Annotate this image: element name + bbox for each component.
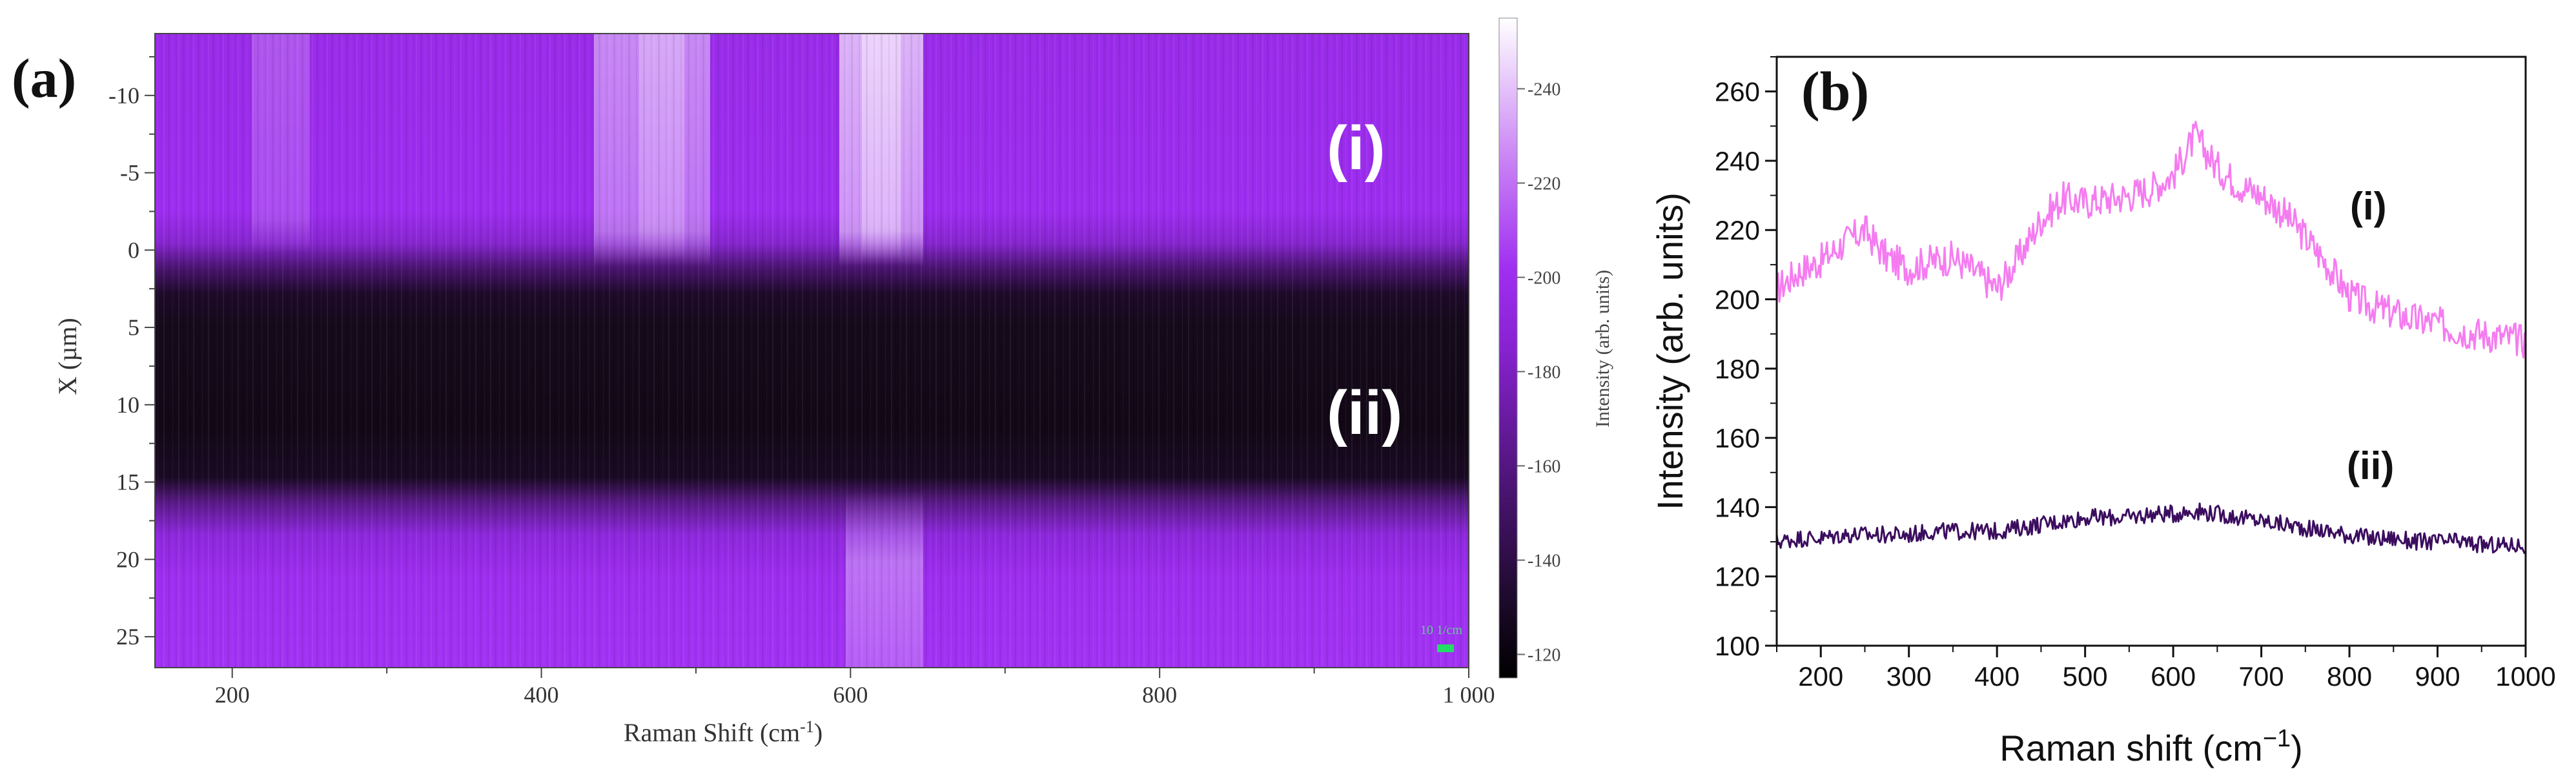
x-tick-label-b: 500 xyxy=(2063,661,2108,692)
y-tick-label-a: 15 xyxy=(116,469,139,495)
series-line-i xyxy=(1775,121,2526,359)
axes-b: 200 300 400 500 600 700 800 900 1000 100 120 140 160… xyxy=(1715,56,2556,692)
x-tick-label-b: 700 xyxy=(2239,661,2284,692)
x-tick-label-b: 400 xyxy=(1974,661,2019,692)
y-tick-label-a: 25 xyxy=(116,624,139,650)
panel-label-a: (a) xyxy=(12,47,76,109)
colorbar-tick-label: -240 xyxy=(1528,80,1560,100)
x-tick-label-b: 200 xyxy=(1798,661,1843,692)
y-tick-label-b: 180 xyxy=(1715,354,1760,384)
plot-frame-b xyxy=(1775,56,2527,647)
heatmap-noise xyxy=(155,34,1469,668)
y-tick-label-b: 200 xyxy=(1715,285,1760,315)
y-axis-a: -10 -5 0 5 10 15 20 25 xyxy=(108,56,155,650)
x-tick-label-b: 600 xyxy=(2151,661,2196,692)
region-label-ii: (ii) xyxy=(1327,378,1402,447)
y-tick-label-a: -5 xyxy=(120,160,139,186)
y-tick-label-a: 10 xyxy=(116,392,139,418)
colorbar-tick-label: -140 xyxy=(1528,551,1560,571)
x-tick-label-a: 600 xyxy=(833,682,868,708)
panel-label-b: (b) xyxy=(1801,60,1869,122)
heatmap-image xyxy=(155,34,1469,668)
x-tick-label-b: 1000 xyxy=(2495,661,2555,692)
colorbar-tick-label: -180 xyxy=(1528,363,1560,383)
scale-bar-label: 10 1/cm xyxy=(1420,623,1462,637)
x-axis-a: 200 400 600 800 1 000 xyxy=(215,668,1495,708)
x-tick-label-a: 400 xyxy=(524,682,559,708)
panel-a-heatmap: 200 400 600 800 1 000 -10 -5 0 5 10 15 20 25 Raman … xyxy=(12,17,1613,747)
x-tick-label-a: 800 xyxy=(1142,682,1177,708)
series-label-ii: (ii) xyxy=(2347,444,2394,488)
y-tick-label-b: 100 xyxy=(1715,631,1760,661)
x-tick-label-a: 200 xyxy=(215,682,250,708)
x-axis-label-a: Raman Shift (cm-1) xyxy=(624,717,823,747)
y-tick-label-b: 140 xyxy=(1715,492,1760,522)
y-tick-label-a: 20 xyxy=(116,546,139,572)
series-label-i: (i) xyxy=(2350,185,2387,228)
scale-bar xyxy=(1437,644,1454,652)
y-tick-label-a: -10 xyxy=(108,83,139,108)
y-tick-label-b: 120 xyxy=(1715,562,1760,592)
colorbar-label: Intensity (arb. units) xyxy=(1592,270,1613,427)
y-axis-label-a: X (µm) xyxy=(53,318,82,395)
x-tick-label-b: 800 xyxy=(2327,661,2372,692)
plot-area-b xyxy=(1775,121,2526,555)
y-tick-label-b: 240 xyxy=(1715,146,1760,176)
heatmap-frame xyxy=(154,33,1469,668)
panel-b-line-chart: 200 300 400 500 600 700 800 900 1000 100 120 140 160… xyxy=(1650,56,2556,768)
y-axis-label-b: Intensity (arb. units) xyxy=(1650,192,1690,510)
colorbar-ticks: -240 -220 -200 -180 -160 -140 -120 xyxy=(1517,80,1560,666)
y-tick-label-a: 0 xyxy=(128,237,139,263)
x-tick-label-b: 900 xyxy=(2415,661,2460,692)
series-line-ii xyxy=(1775,502,2526,555)
colorbar-tick-label: -220 xyxy=(1528,174,1560,194)
colorbar xyxy=(1498,17,1518,679)
y-tick-label-b: 260 xyxy=(1715,77,1760,107)
y-tick-label-b: 160 xyxy=(1715,423,1760,453)
colorbar-tick-label: -200 xyxy=(1528,269,1560,289)
colorbar-tick-label: -160 xyxy=(1528,457,1560,477)
colorbar-tick-label: -120 xyxy=(1528,646,1560,666)
x-tick-label-a: 1 000 xyxy=(1443,682,1495,708)
y-tick-label-a: 5 xyxy=(128,314,139,340)
x-axis-label-b: Raman shift (cm−1) xyxy=(1999,725,2303,768)
x-tick-label-b: 300 xyxy=(1886,661,1932,692)
y-tick-label-b: 220 xyxy=(1715,215,1760,245)
region-label-i: (i) xyxy=(1327,114,1385,183)
